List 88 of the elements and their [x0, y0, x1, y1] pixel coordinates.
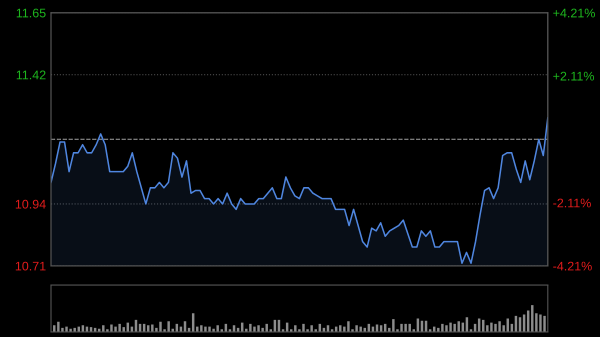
bar	[274, 320, 276, 332]
bar	[73, 328, 76, 332]
bar	[432, 326, 436, 332]
bar	[355, 325, 358, 332]
bar	[376, 324, 378, 332]
bar	[167, 321, 170, 332]
bar	[253, 326, 256, 332]
bar	[102, 325, 105, 332]
bar	[57, 322, 60, 332]
bar	[449, 322, 452, 332]
bar	[286, 322, 288, 332]
bar	[216, 325, 219, 332]
bar	[98, 328, 100, 332]
bar	[404, 324, 407, 332]
bar	[322, 328, 326, 332]
bar	[204, 326, 207, 332]
y2-tick-label: -4.21%	[553, 262, 592, 270]
bar	[130, 326, 134, 332]
bar	[294, 325, 297, 332]
bar	[151, 324, 154, 332]
y-tick-label: 11.65	[16, 8, 46, 18]
bar	[94, 328, 96, 332]
bar	[441, 324, 444, 332]
bar	[82, 325, 84, 332]
bar	[347, 321, 350, 332]
bar	[240, 322, 244, 332]
bar	[453, 324, 456, 332]
bar	[339, 325, 342, 332]
bar	[69, 328, 72, 332]
bar	[224, 324, 228, 332]
bar	[531, 305, 534, 332]
y2-tick-label: +2.11%	[553, 72, 594, 81]
bar	[372, 326, 374, 332]
bar	[53, 325, 56, 332]
bar	[424, 320, 428, 332]
bar	[514, 316, 518, 332]
bar	[380, 325, 382, 332]
bar	[318, 324, 322, 332]
bar	[78, 326, 80, 332]
bar	[180, 326, 182, 332]
bar	[176, 324, 178, 332]
bar	[478, 318, 480, 332]
bar	[232, 325, 236, 332]
bar	[539, 314, 542, 332]
y-tick-label: 11.42	[16, 70, 46, 80]
bar	[543, 316, 546, 332]
y2-tick-label: -2.11%	[553, 198, 591, 208]
bar	[86, 326, 88, 332]
bar	[466, 317, 468, 332]
bar	[400, 324, 403, 332]
bar	[334, 326, 338, 332]
bar	[392, 319, 395, 332]
bar	[200, 325, 203, 332]
bar	[126, 322, 130, 332]
bar	[192, 313, 194, 332]
bar	[257, 325, 260, 332]
bar	[155, 328, 158, 332]
bar	[498, 321, 501, 332]
bar	[368, 324, 370, 332]
bar	[416, 318, 420, 332]
bar	[65, 326, 68, 332]
bar	[110, 324, 113, 332]
bar	[437, 328, 440, 332]
bar	[90, 327, 92, 332]
bar	[118, 324, 121, 332]
bar	[278, 320, 280, 332]
y2-tick-label: +4.21%	[553, 8, 595, 18]
bar	[261, 328, 264, 332]
bar	[482, 320, 484, 332]
y-tick-label: 10.94	[16, 200, 46, 209]
bar	[359, 326, 362, 332]
bar	[522, 314, 526, 332]
y-tick-label: 10.71	[16, 262, 46, 271]
bar	[384, 324, 386, 332]
bar	[506, 318, 509, 332]
bar	[408, 324, 411, 332]
bar	[265, 324, 268, 332]
bar	[142, 324, 146, 332]
bar	[490, 322, 493, 332]
bar	[249, 324, 252, 332]
bar	[310, 325, 313, 332]
bar	[458, 321, 460, 332]
bar	[114, 326, 117, 332]
bar	[138, 324, 142, 332]
bar	[364, 328, 366, 332]
bar	[147, 325, 150, 332]
bar	[420, 320, 424, 332]
bar	[212, 328, 215, 332]
